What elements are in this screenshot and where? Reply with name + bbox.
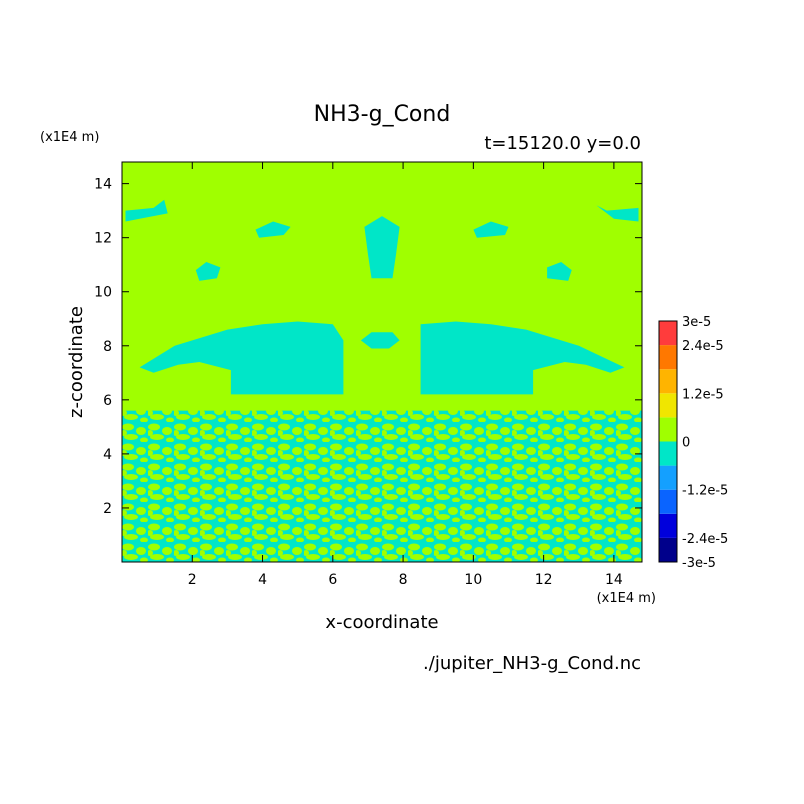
colorbar-tick-label: 0 xyxy=(682,436,690,451)
colorbar-segment xyxy=(659,345,677,370)
colorbar-frame xyxy=(658,320,678,563)
colorbar-segment xyxy=(659,489,677,514)
plot-area: 2 4 6 8 10 12 14 2 4 6 8 10 12 14 xyxy=(94,161,643,588)
colorbar-segment xyxy=(659,537,677,562)
colorbar-segment xyxy=(659,465,677,490)
x-tick-label: 12 xyxy=(535,572,553,588)
y-tick-label: 10 xyxy=(94,285,112,301)
x-tick-label: 2 xyxy=(188,572,197,588)
colorbar-segment xyxy=(659,417,677,442)
field-region-top-left-streak xyxy=(125,199,168,222)
y-tick-label: 14 xyxy=(94,177,112,193)
source-file-label: ./jupiter_NH3-g_Cond.nc xyxy=(423,653,641,674)
chart-subtitle: t=15120.0 y=0.0 xyxy=(484,133,641,154)
field-region-center-blob xyxy=(360,332,400,349)
colorbar-segment xyxy=(659,441,677,466)
colorbar-segment xyxy=(659,513,677,538)
turbulent-layer xyxy=(122,410,642,562)
y-tick-label: 6 xyxy=(103,393,112,409)
axis-ticks: 2 4 6 8 10 12 14 2 4 6 8 10 12 14 xyxy=(94,162,642,588)
field-region-upper-right-patch xyxy=(473,221,509,238)
y-tick-label: 12 xyxy=(94,231,112,247)
y-tick-label: 4 xyxy=(103,447,112,463)
chart-title: NH3-g_Cond xyxy=(314,102,451,127)
field-region-left-small xyxy=(195,262,221,281)
colorbar-tick-label: 2.4e-5 xyxy=(682,339,724,354)
x-tick-label: 14 xyxy=(605,572,623,588)
x-tick-label: 8 xyxy=(399,572,408,588)
colorbar-segment xyxy=(659,321,677,346)
y-unit-label: (x1E4 m) xyxy=(40,130,99,145)
heatmap-field xyxy=(122,162,642,562)
plot-frame xyxy=(121,161,643,563)
y-axis-label: z-coordinate xyxy=(66,306,87,418)
field-region-center-column xyxy=(364,216,400,279)
field-region-upper-left-patch xyxy=(255,221,291,238)
colorbar-tick-label: -3e-5 xyxy=(682,556,716,571)
field-region-top-right-streak xyxy=(596,205,639,222)
x-axis-label: x-coordinate xyxy=(325,612,438,633)
x-tick-label: 4 xyxy=(258,572,267,588)
x-unit-label: (x1E4 m) xyxy=(597,591,656,606)
colorbar-segment xyxy=(659,369,677,394)
x-tick-label: 10 xyxy=(464,572,482,588)
colorbar-tick-label: 1.2e-5 xyxy=(682,387,724,402)
x-tick-label: 6 xyxy=(328,572,337,588)
field-region-right-small xyxy=(547,262,572,281)
colorbar-tick-label: -1.2e-5 xyxy=(682,484,728,499)
y-tick-label: 2 xyxy=(103,501,112,517)
field-region-left-lobe xyxy=(139,321,344,395)
colorbar-tick-label: -2.4e-5 xyxy=(682,532,728,547)
colorbar: 3e-5 2.4e-5 1.2e-5 0 -1.2e-5 -2.4e-5 -3e-5 xyxy=(658,315,728,571)
y-tick-label: 8 xyxy=(103,339,112,355)
colorbar-segment xyxy=(659,393,677,418)
field-region-right-lobe xyxy=(420,321,625,395)
colorbar-tick-label: 3e-5 xyxy=(682,315,711,330)
